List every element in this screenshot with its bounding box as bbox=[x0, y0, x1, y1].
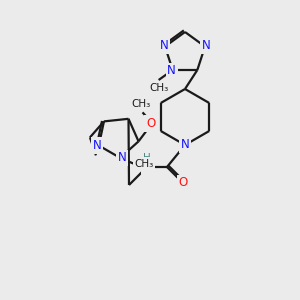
Text: N: N bbox=[118, 152, 127, 164]
Text: N: N bbox=[92, 139, 101, 152]
Text: H: H bbox=[143, 153, 151, 163]
Text: N: N bbox=[167, 64, 176, 77]
Text: N: N bbox=[160, 39, 168, 52]
Text: CH₃: CH₃ bbox=[149, 83, 168, 93]
Text: N: N bbox=[202, 39, 210, 52]
Text: N: N bbox=[181, 139, 189, 152]
Text: O: O bbox=[146, 117, 155, 130]
Text: N: N bbox=[142, 160, 152, 173]
Text: CH₃: CH₃ bbox=[135, 159, 154, 169]
Text: O: O bbox=[178, 176, 188, 190]
Text: CH₃: CH₃ bbox=[131, 99, 150, 110]
